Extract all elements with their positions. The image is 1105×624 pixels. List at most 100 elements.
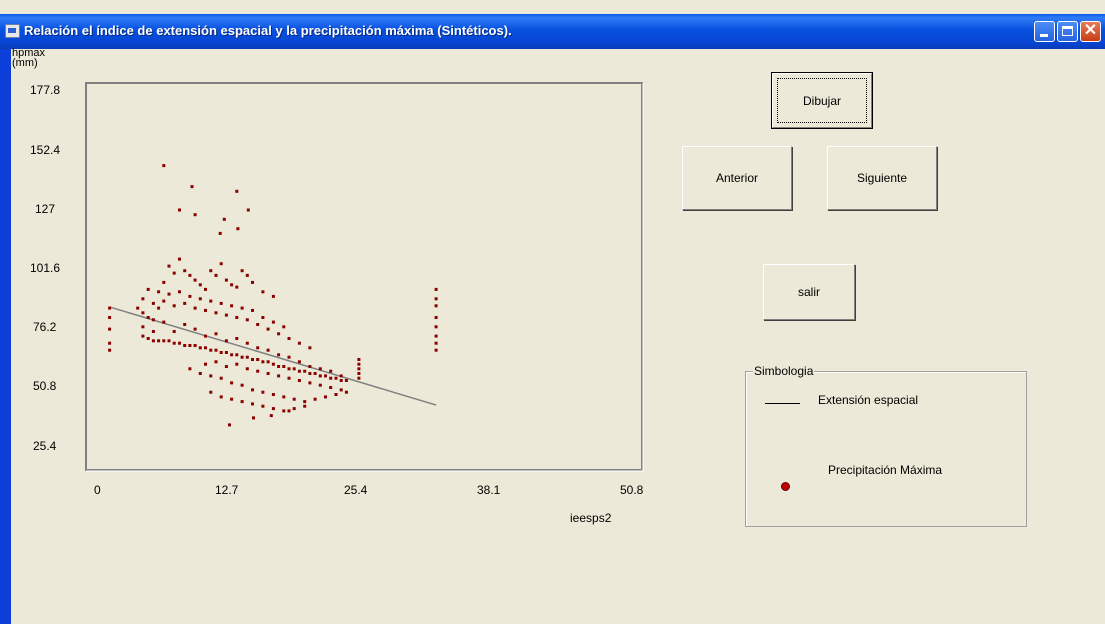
data-point bbox=[222, 217, 226, 221]
data-point bbox=[146, 287, 150, 291]
data-point bbox=[108, 341, 112, 345]
x-tick-label: 50.8 bbox=[620, 483, 644, 497]
window-title: Relación el índice de extensión espacial… bbox=[24, 23, 512, 38]
data-point bbox=[151, 339, 155, 343]
data-point bbox=[344, 390, 348, 394]
legend-point-swatch bbox=[781, 482, 790, 491]
x-tick-label: 0 bbox=[94, 483, 101, 497]
close-icon: ✕ bbox=[1083, 22, 1098, 39]
data-point bbox=[324, 395, 327, 399]
data-point bbox=[261, 316, 265, 319]
data-point bbox=[271, 320, 275, 324]
data-point bbox=[261, 360, 265, 364]
data-point bbox=[209, 374, 213, 378]
data-point bbox=[282, 325, 286, 329]
data-point bbox=[297, 379, 301, 382]
x-tick-label: 12.7 bbox=[215, 483, 239, 497]
data-point bbox=[141, 311, 145, 315]
exit-button[interactable]: salir bbox=[763, 264, 855, 320]
maximize-button[interactable] bbox=[1057, 21, 1078, 42]
data-point bbox=[228, 423, 231, 427]
data-point bbox=[271, 362, 275, 366]
x-tick-label: 25.4 bbox=[344, 483, 368, 497]
data-point bbox=[108, 327, 112, 331]
plot-frame bbox=[85, 82, 643, 471]
data-point bbox=[251, 280, 254, 284]
data-point bbox=[108, 306, 112, 310]
data-point bbox=[209, 348, 213, 352]
data-point bbox=[230, 397, 234, 401]
data-point bbox=[178, 257, 181, 261]
data-point bbox=[277, 332, 281, 336]
data-point bbox=[193, 213, 197, 217]
data-point bbox=[198, 297, 202, 301]
data-point bbox=[214, 360, 218, 364]
data-point bbox=[188, 273, 192, 277]
data-point bbox=[214, 332, 218, 336]
title-bar[interactable]: Relación el índice de extensión espacial… bbox=[0, 14, 1105, 49]
data-point bbox=[219, 376, 223, 380]
data-point bbox=[183, 301, 187, 305]
data-point bbox=[240, 383, 244, 387]
y-tick-label: 177.8 bbox=[30, 83, 60, 97]
data-point bbox=[339, 379, 343, 382]
data-point bbox=[198, 283, 202, 287]
data-point bbox=[287, 376, 291, 380]
data-point bbox=[303, 404, 307, 408]
data-point bbox=[434, 316, 438, 319]
minimize-button[interactable] bbox=[1034, 21, 1055, 42]
data-point bbox=[329, 376, 333, 380]
data-point bbox=[434, 334, 438, 338]
data-point bbox=[151, 330, 155, 333]
data-point bbox=[162, 339, 166, 343]
data-point bbox=[313, 397, 317, 401]
data-point bbox=[224, 278, 228, 282]
data-point bbox=[282, 409, 286, 413]
data-point bbox=[261, 404, 265, 408]
data-point bbox=[329, 386, 333, 389]
data-point bbox=[256, 323, 260, 326]
data-point bbox=[136, 306, 140, 310]
data-point bbox=[266, 327, 270, 331]
draw-button[interactable]: Dibujar bbox=[771, 72, 873, 129]
data-point bbox=[151, 301, 155, 305]
x-tick-label: 38.1 bbox=[477, 483, 501, 497]
next-button[interactable]: Siguiente bbox=[827, 146, 937, 210]
previous-button[interactable]: Anterior bbox=[682, 146, 792, 210]
data-point bbox=[245, 367, 249, 371]
data-point bbox=[308, 346, 312, 350]
data-point bbox=[297, 369, 301, 373]
data-point bbox=[251, 358, 254, 361]
app-icon[interactable] bbox=[5, 24, 20, 38]
data-point bbox=[357, 367, 361, 371]
data-point bbox=[188, 344, 192, 347]
y-tick-label: 25.4 bbox=[33, 439, 57, 453]
data-point bbox=[344, 379, 348, 382]
y-tick-label: 50.8 bbox=[33, 379, 57, 393]
x-tick-labels: 0 12.7 25.4 38.1 50.8 bbox=[94, 483, 644, 497]
data-point bbox=[167, 339, 171, 343]
data-point bbox=[271, 407, 275, 411]
data-point bbox=[224, 339, 228, 343]
data-point bbox=[256, 346, 260, 350]
data-point bbox=[256, 358, 260, 361]
data-point bbox=[318, 374, 322, 378]
data-point bbox=[235, 285, 239, 289]
data-point bbox=[141, 325, 145, 329]
data-point bbox=[198, 372, 202, 375]
data-point bbox=[183, 269, 187, 273]
data-point bbox=[357, 362, 361, 366]
data-point bbox=[277, 374, 281, 378]
data-point bbox=[434, 325, 438, 329]
data-point bbox=[277, 353, 281, 357]
data-point bbox=[329, 369, 333, 373]
data-point bbox=[240, 269, 244, 273]
close-button[interactable]: ✕ bbox=[1080, 21, 1101, 42]
data-point bbox=[282, 395, 286, 399]
y-tick-label: 101.6 bbox=[30, 261, 60, 275]
data-point bbox=[251, 402, 254, 406]
data-point bbox=[240, 355, 244, 359]
data-point bbox=[178, 208, 181, 212]
data-point bbox=[209, 269, 213, 273]
data-point bbox=[318, 383, 322, 387]
